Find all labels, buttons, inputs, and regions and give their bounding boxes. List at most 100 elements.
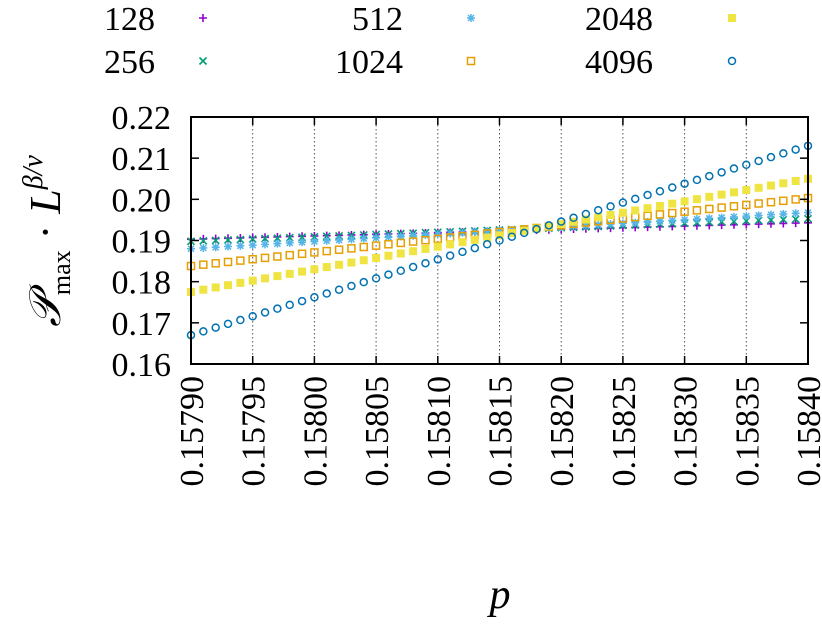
data-point [408, 237, 418, 246]
data-point [532, 224, 541, 233]
data-point [273, 272, 282, 281]
data-point [248, 241, 257, 250]
data-point [223, 319, 233, 329]
data-point [211, 243, 220, 252]
data-point [347, 244, 356, 253]
data-point [396, 249, 405, 258]
y-tick-label: 0.22 [112, 100, 172, 137]
data-point [742, 212, 751, 221]
data-point [618, 208, 627, 217]
data-point [483, 227, 492, 236]
legend-label: 4096 [585, 44, 653, 81]
data-point [754, 199, 763, 208]
data-point [779, 179, 788, 188]
data-point [236, 315, 245, 325]
data-point [643, 190, 652, 200]
data-point [236, 256, 245, 265]
data-point [285, 300, 294, 310]
data-point [396, 266, 406, 276]
x-tick-label: 0.15810 [421, 376, 458, 487]
data-point [569, 222, 578, 231]
data-point [260, 308, 270, 317]
y-axis-label: 𝒫max · Lβ/ν [18, 155, 76, 327]
x-axis-label: p [487, 572, 511, 618]
data-point [298, 238, 307, 247]
data-point [705, 204, 714, 214]
data-point [643, 217, 652, 226]
legend-marker [198, 56, 208, 66]
data-point [199, 260, 208, 269]
data-point [754, 156, 763, 166]
data-point [446, 240, 455, 249]
y-tick-label: 0.17 [112, 306, 172, 343]
data-point [248, 233, 257, 242]
x-axis-ticks: 0.15790 0.15795 0.15800 0.15805 0.15810 0.158… [174, 117, 822, 487]
data-point [791, 219, 800, 228]
data-point [569, 213, 578, 223]
data-point [754, 183, 763, 192]
data-point [384, 251, 393, 260]
data-point [705, 171, 714, 181]
data-point [248, 254, 257, 264]
data-point [692, 175, 702, 185]
data-point [791, 145, 800, 154]
data-point [729, 164, 739, 173]
data-point [544, 222, 553, 231]
data-point [261, 233, 270, 242]
data-point [630, 194, 640, 204]
data-point [729, 212, 738, 221]
data-points [186, 141, 813, 340]
y-tick-label: 0.19 [112, 224, 172, 261]
data-point [705, 214, 714, 223]
data-point [273, 252, 282, 261]
data-point [779, 209, 788, 218]
data-point [396, 238, 406, 248]
data-point [717, 213, 726, 222]
series-4096 [186, 141, 813, 340]
legend: 128 256 512 1024 2048 4096 [104, 1, 737, 81]
data-point [347, 235, 356, 244]
data-point [680, 197, 689, 206]
legend-marker [728, 14, 736, 22]
data-point [495, 226, 504, 235]
data-point [199, 285, 208, 294]
data-point [668, 216, 677, 225]
data-point [396, 232, 405, 241]
data-point [791, 195, 800, 204]
data-point [261, 240, 270, 249]
data-point [211, 323, 220, 332]
data-point [334, 285, 344, 294]
x-tick-label: 0.15825 [606, 376, 643, 487]
data-point [705, 192, 714, 201]
data-point [273, 239, 282, 248]
data-point [631, 218, 640, 227]
data-point [680, 179, 689, 188]
data-point [310, 237, 319, 246]
data-point [593, 205, 603, 215]
data-point [680, 207, 689, 216]
legend-entry-512: 512 [352, 1, 475, 38]
data-point [692, 215, 701, 224]
data-point [655, 217, 664, 226]
data-point [285, 250, 294, 260]
data-point [322, 246, 331, 256]
data-point [211, 236, 220, 245]
data-point [618, 219, 627, 228]
data-point [655, 201, 664, 210]
data-point [779, 149, 788, 158]
x-tick-label: 0.15800 [297, 376, 334, 487]
data-point [347, 281, 356, 291]
data-point [668, 183, 677, 192]
data-point [433, 242, 442, 251]
data-point [236, 278, 245, 287]
data-point [285, 269, 294, 278]
data-point [359, 242, 369, 252]
legend-marker [727, 56, 737, 66]
data-point [223, 257, 233, 267]
legend-marker [466, 56, 476, 66]
data-point [310, 248, 319, 257]
data-point [692, 195, 701, 204]
data-point [408, 262, 418, 272]
grid [252, 117, 747, 364]
